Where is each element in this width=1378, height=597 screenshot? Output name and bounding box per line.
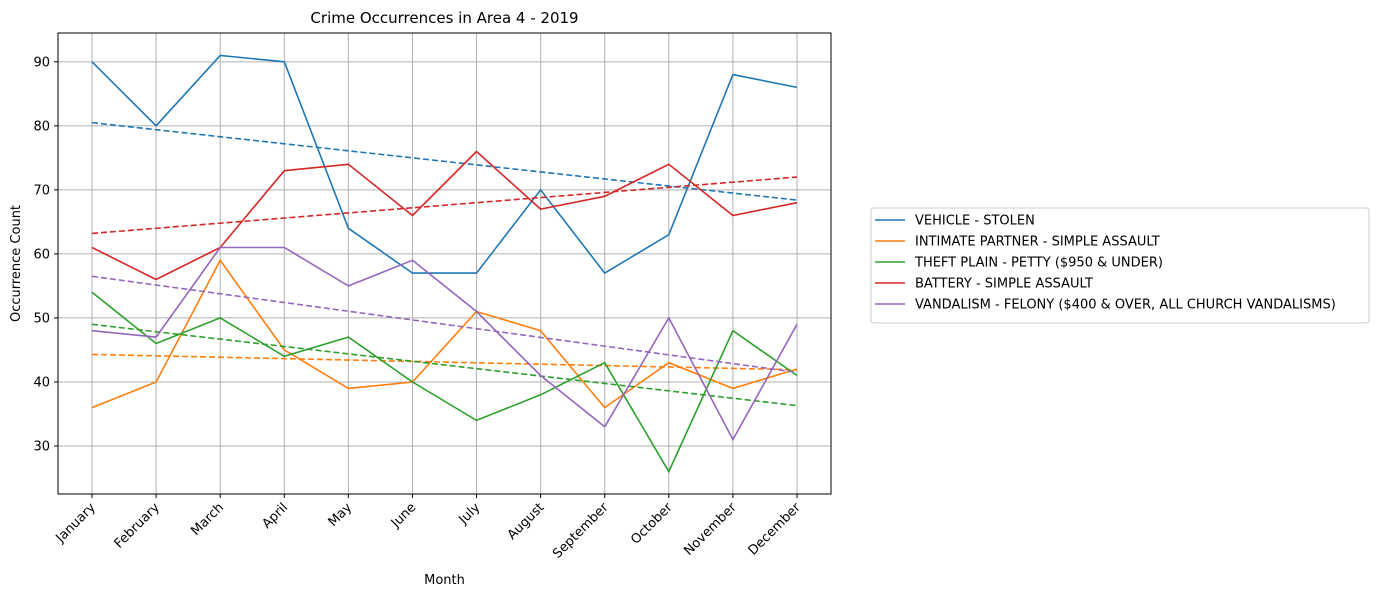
trend-line bbox=[91, 176, 798, 235]
y-tick-label: 80 bbox=[33, 119, 50, 134]
x-tick-label: September bbox=[550, 500, 612, 562]
trend-line bbox=[91, 275, 798, 374]
x-tick-label: November bbox=[681, 500, 740, 559]
series-lines bbox=[91, 54, 798, 474]
x-axis-title: Month bbox=[424, 573, 465, 588]
grid bbox=[58, 33, 831, 494]
trend-line bbox=[91, 121, 798, 201]
series-line bbox=[91, 150, 798, 281]
y-tick-label: 30 bbox=[33, 439, 50, 454]
series-line bbox=[91, 54, 798, 275]
trend-line bbox=[91, 323, 798, 407]
legend-label: VANDALISM - FELONY ($400 & OVER, ALL CHU… bbox=[915, 298, 1336, 313]
x-tick-label: July bbox=[456, 500, 484, 528]
x-tick-label: December bbox=[746, 500, 805, 559]
series-line bbox=[91, 291, 798, 474]
legend-box bbox=[870, 207, 1370, 324]
chart-title: Crime Occurrences in Area 4 - 2019 bbox=[310, 9, 578, 27]
legend-label: BATTERY - SIMPLE ASSAULT bbox=[915, 277, 1093, 292]
x-tick-label: April bbox=[259, 500, 291, 532]
y-tick-label: 90 bbox=[33, 55, 50, 70]
y-tick-label: 40 bbox=[33, 375, 50, 390]
y-tick-label: 50 bbox=[33, 311, 50, 326]
plot-frame bbox=[57, 32, 832, 495]
y-tick-label: 70 bbox=[33, 183, 50, 198]
x-tick-label: February bbox=[112, 500, 164, 552]
series-line bbox=[91, 246, 798, 442]
y-tick-label: 60 bbox=[33, 247, 50, 262]
y-axis-title: Occurrence Count bbox=[9, 205, 24, 322]
series-line bbox=[91, 258, 798, 409]
trend-line bbox=[91, 353, 798, 371]
x-tick-label: October bbox=[628, 500, 676, 548]
legend-label: THEFT PLAIN - PETTY ($950 & UNDER) bbox=[914, 256, 1163, 271]
x-tick-label: June bbox=[388, 500, 419, 531]
axis-ticks: January February March April May June July Augu… bbox=[33, 55, 804, 561]
legend-label: VEHICLE - STOLEN bbox=[915, 214, 1035, 229]
x-tick-label: May bbox=[326, 500, 356, 530]
legend-label: INTIMATE PARTNER - SIMPLE ASSAULT bbox=[915, 235, 1160, 250]
x-tick-label: August bbox=[505, 500, 548, 543]
x-tick-label: January bbox=[53, 500, 99, 546]
legend: VEHICLE - STOLEN INTIMATE PARTNER - SIMPL… bbox=[870, 207, 1370, 324]
x-tick-label: March bbox=[188, 500, 227, 539]
